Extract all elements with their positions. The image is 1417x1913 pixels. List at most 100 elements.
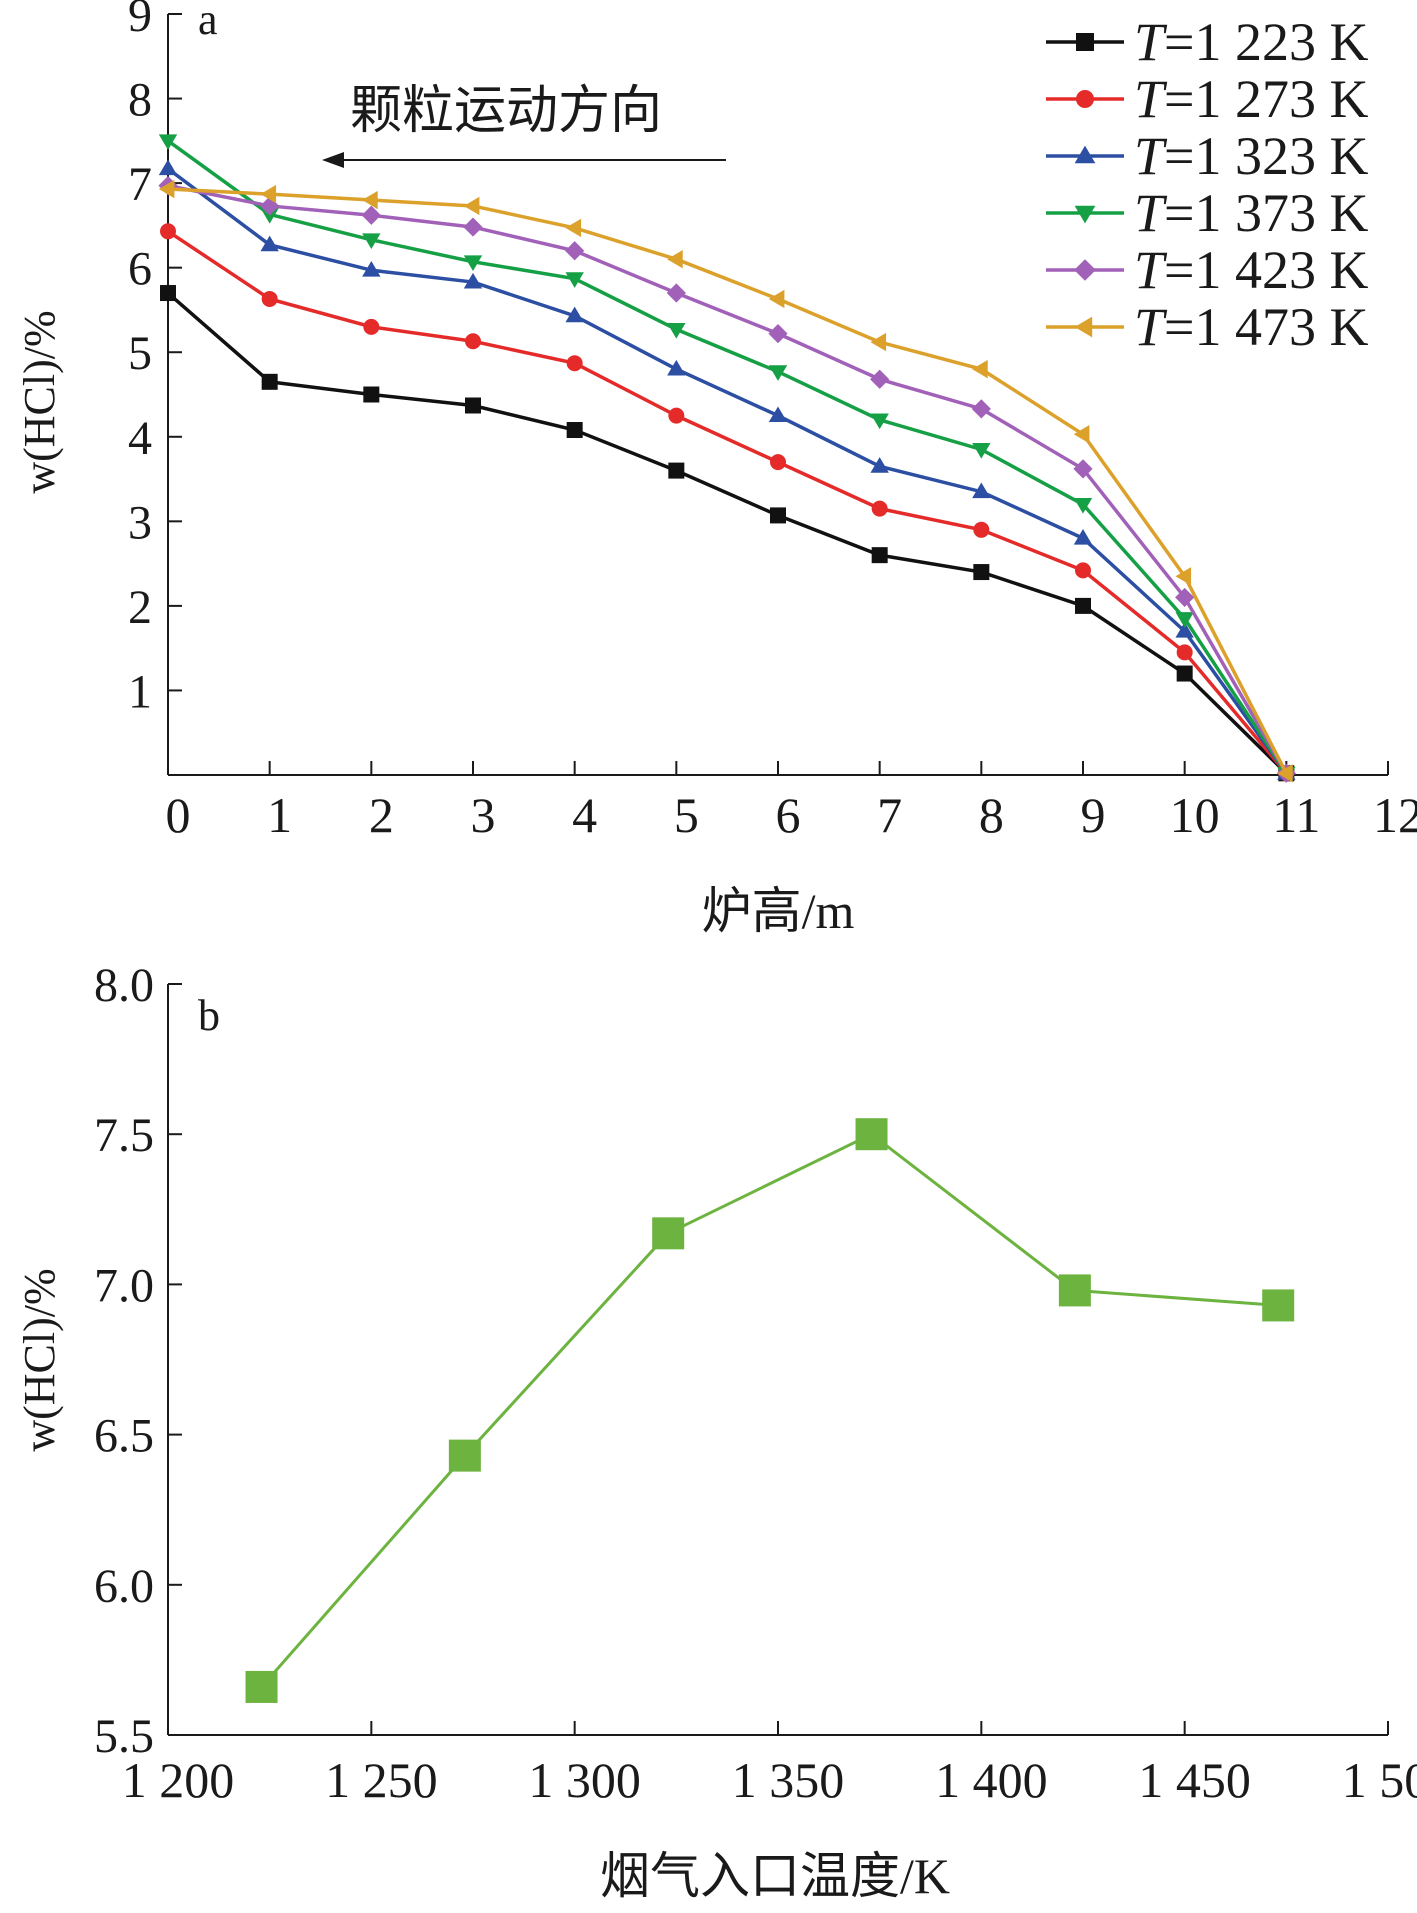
- x-tick-label-a: 10: [1170, 787, 1220, 843]
- data-point-a: [870, 369, 890, 389]
- x-tick-label-a: 9: [1081, 787, 1106, 843]
- data-point-a: [160, 285, 176, 302]
- data-point-a: [565, 241, 585, 261]
- series-line-a-1: [166, 291, 1288, 775]
- data-point-b: [1058, 1274, 1091, 1307]
- direction-arrow: [322, 152, 726, 168]
- x-tick-label-b: 1 350: [732, 1752, 845, 1808]
- data-point-a: [667, 359, 686, 376]
- data-point-a: [260, 207, 279, 224]
- series-line-a-3: [166, 167, 1288, 775]
- data-point-a: [768, 365, 788, 381]
- data-point-a: [870, 413, 889, 430]
- legend-entry: T=1 323 K: [1134, 126, 1369, 186]
- data-point-a: [973, 564, 990, 581]
- data-point-a: [1175, 587, 1195, 608]
- x-tick-label-a: 2: [369, 787, 394, 843]
- data-point-a: [565, 272, 584, 288]
- data-point-a: [972, 482, 991, 499]
- y-axis-title-b: w(HCl)/%: [15, 1268, 64, 1451]
- data-point-b: [448, 1439, 481, 1472]
- legend-marker: [1074, 259, 1096, 281]
- y-tick-label-b: 5.5: [94, 1710, 154, 1763]
- x-tick-label-b: 1 450: [1138, 1752, 1251, 1808]
- data-point-a: [871, 500, 888, 517]
- direction-annotation: 颗粒运动方向: [350, 83, 662, 140]
- data-point-a: [261, 373, 278, 390]
- x-tick-label-a: 11: [1272, 787, 1320, 843]
- x-tick-label-b: 1 300: [528, 1752, 641, 1808]
- data-point-b: [652, 1217, 685, 1250]
- data-point-a: [1175, 567, 1192, 586]
- legend-marker: [1074, 145, 1096, 164]
- data-point-a: [565, 218, 582, 238]
- x-axis-title-b: 烟气入口温度/K: [600, 1848, 950, 1904]
- data-point-a: [768, 289, 785, 309]
- data-point-a: [463, 196, 480, 216]
- panel-label-b: b: [198, 991, 220, 1040]
- legend-marker: [1074, 205, 1096, 224]
- data-point-b: [245, 1670, 278, 1703]
- x-tick-label-a: 3: [471, 787, 496, 843]
- panel-label-a: a: [198, 0, 218, 44]
- data-point-a: [260, 196, 280, 216]
- x-tick-label-a: 1: [267, 787, 292, 843]
- data-point-a: [768, 406, 788, 423]
- y-axis-a: 1 2 3 4 5 6 7 8 9: [128, 0, 182, 718]
- legend-a: T=1 223 KT=1 273 KT=1 323 KT=1 373 KT=1 …: [1046, 12, 1369, 357]
- x-tick-label-a: 0: [166, 787, 191, 843]
- data-point-a: [463, 255, 483, 271]
- chart-panel-b: b 5.5 6.0 6.5 7.0 7.5 8.0 1 200 1 250 1 300 1 35…: [15, 959, 1417, 1904]
- series-group-b: [245, 1118, 1295, 1703]
- legend-entry: T=1 273 K: [1134, 69, 1369, 129]
- data-point-b: [1262, 1289, 1295, 1322]
- y-tick-label-a: 8: [128, 74, 152, 127]
- data-point-a: [465, 397, 481, 414]
- data-point-a: [1175, 612, 1194, 628]
- x-tick-label-a: 6: [776, 787, 801, 843]
- data-point-a: [668, 462, 685, 479]
- data-point-a: [1073, 498, 1093, 514]
- data-point-a: [362, 261, 381, 277]
- data-point-a: [1073, 529, 1093, 545]
- data-point-a: [768, 324, 788, 344]
- y-tick-label-a: 3: [128, 496, 152, 549]
- data-point-a: [1176, 644, 1193, 661]
- x-tick-label-b: 1 400: [935, 1752, 1048, 1808]
- data-point-a: [1073, 459, 1093, 479]
- y-tick-label-a: 5: [128, 327, 152, 380]
- y-axis-title-a: w(HCl)/%: [15, 310, 64, 493]
- data-point-a: [158, 159, 178, 176]
- x-tick-label-a: 4: [572, 787, 597, 843]
- data-point-a: [870, 332, 887, 352]
- data-point-a: [261, 290, 278, 307]
- data-point-a: [1075, 562, 1091, 579]
- data-point-a: [160, 223, 176, 240]
- x-tick-label-b: 1 200: [122, 1752, 235, 1808]
- x-axis-title-a: 炉高/m: [702, 883, 855, 939]
- y-tick-label-b: 7.5: [94, 1109, 154, 1162]
- data-point-a: [465, 333, 481, 350]
- series-group-a: [158, 134, 1296, 783]
- data-point-a: [870, 457, 889, 473]
- legend-marker: [1074, 316, 1093, 338]
- data-point-a: [463, 217, 483, 237]
- data-point-a: [973, 521, 990, 538]
- data-point-a: [158, 179, 175, 199]
- data-point-b: [855, 1118, 888, 1151]
- data-point-a: [362, 233, 381, 249]
- x-tick-label-b: 1 500: [1342, 1752, 1417, 1808]
- data-point-a: [1175, 622, 1194, 638]
- data-point-a: [566, 422, 583, 439]
- y-tick-label-a: 6: [128, 243, 152, 296]
- series-line-b: [260, 1132, 1279, 1688]
- series-line-a-6: [167, 187, 1288, 775]
- y-tick-label-a: 4: [128, 412, 152, 465]
- legend-entry: T=1 473 K: [1134, 297, 1369, 357]
- data-point-a: [666, 283, 686, 303]
- x-tick-label-a: 12: [1373, 787, 1417, 843]
- y-tick-label-b: 8.0: [94, 959, 154, 1012]
- y-tick-label-a: 1: [128, 665, 152, 718]
- legend-marker: [1076, 33, 1094, 51]
